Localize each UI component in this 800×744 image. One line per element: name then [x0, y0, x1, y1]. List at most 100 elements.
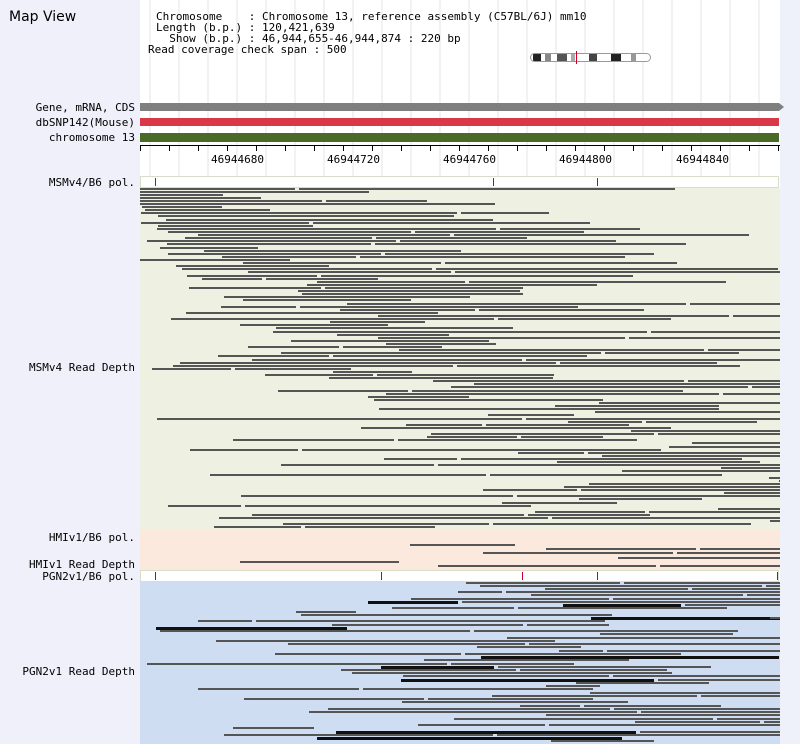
sequence-read — [498, 318, 671, 320]
sequence-read — [635, 721, 760, 723]
sequence-read — [219, 517, 548, 519]
gene-track[interactable] — [140, 103, 779, 111]
sequence-read — [218, 355, 329, 357]
hmi-read-depth-track[interactable] — [140, 544, 780, 570]
sequence-read — [599, 402, 780, 404]
snp-track[interactable] — [140, 118, 779, 126]
sequence-read — [185, 237, 372, 239]
sequence-read — [454, 718, 713, 720]
sequence-read — [202, 278, 262, 280]
sequence-read — [427, 436, 517, 438]
sequence-read — [336, 731, 636, 734]
sequence-read — [266, 278, 378, 280]
msm-pol-track[interactable] — [140, 176, 779, 188]
sequence-read — [481, 656, 779, 659]
sequence-read — [438, 464, 780, 466]
pgn-read-depth-track[interactable] — [140, 582, 780, 744]
sequence-read — [385, 253, 654, 255]
sequence-read — [291, 340, 489, 342]
sequence-read — [241, 495, 513, 497]
msm-read-depth-track[interactable] — [140, 188, 780, 530]
sequence-read — [480, 585, 762, 587]
sequence-read — [166, 219, 493, 221]
sequence-read — [333, 371, 412, 373]
sequence-read — [507, 637, 780, 639]
sequence-read — [493, 523, 751, 525]
chromosome-ideogram[interactable] — [530, 53, 651, 62]
sequence-read — [483, 489, 577, 491]
sequence-read — [546, 714, 780, 716]
sequence-read — [392, 607, 514, 609]
sequence-read — [167, 243, 371, 245]
sequence-read — [224, 296, 470, 298]
sequence-read — [381, 666, 494, 669]
sequence-read — [490, 474, 722, 476]
sequence-read — [770, 714, 780, 716]
gene-track-arrow-icon — [779, 103, 784, 111]
sequence-read — [168, 253, 381, 255]
sequence-read — [368, 601, 458, 604]
sequence-read — [340, 309, 475, 311]
sequence-read — [770, 617, 780, 619]
sequence-read — [551, 740, 654, 742]
sequence-read — [535, 511, 645, 513]
sequence-read — [140, 200, 322, 202]
sequence-read — [140, 194, 223, 196]
sequence-read — [649, 511, 780, 513]
chromosome-line: Chromosome : Chromosome 13, reference as… — [156, 10, 587, 23]
sequence-read — [180, 362, 556, 364]
sequence-read — [368, 396, 469, 398]
sequence-read — [595, 411, 780, 413]
sequence-read — [343, 346, 442, 348]
chromosome-track[interactable] — [140, 133, 779, 142]
sequence-read — [299, 188, 675, 190]
sequence-read — [140, 191, 369, 193]
sequence-read — [288, 643, 525, 645]
msm-depth-label: MSMv4 Read Depth — [29, 361, 135, 374]
sequence-read — [406, 424, 482, 426]
sequence-read — [474, 630, 738, 632]
sequence-read — [321, 275, 633, 277]
sequence-read — [233, 727, 314, 729]
hmi-pol-track[interactable] — [140, 530, 780, 544]
sequence-read — [469, 281, 726, 283]
sequence-read — [309, 711, 637, 713]
sequence-read — [386, 393, 719, 395]
sequence-read — [158, 225, 313, 227]
sequence-read — [386, 343, 496, 345]
sequence-read — [770, 411, 780, 413]
msm-pol-label: MSMv4/B6 pol. — [48, 176, 135, 189]
sequence-read — [518, 607, 727, 609]
sequence-read — [317, 737, 622, 740]
sequence-read — [557, 461, 760, 463]
sequence-read — [402, 701, 628, 703]
sequence-read — [141, 222, 309, 224]
sequence-read — [752, 386, 780, 388]
sequence-read — [766, 585, 780, 587]
ruler-tick-label: 46944680 — [211, 153, 264, 166]
sequence-read — [189, 287, 321, 289]
sequence-read — [605, 352, 739, 354]
sequence-read — [278, 390, 408, 392]
sequence-read — [457, 365, 740, 367]
sequence-read — [502, 502, 617, 504]
pgn-pol-track[interactable] — [140, 570, 779, 582]
sequence-read — [462, 601, 780, 603]
sequence-read — [500, 228, 640, 230]
sequence-read — [240, 324, 388, 326]
sequence-read — [329, 377, 553, 379]
sequence-read — [283, 523, 489, 525]
sequence-read — [641, 711, 780, 713]
pgn-depth-label: PGN2v1 Read Depth — [22, 665, 135, 678]
sequence-read — [379, 408, 719, 410]
sequence-read — [770, 446, 780, 448]
sequence-read — [332, 624, 523, 626]
sequence-read — [256, 620, 605, 622]
sequence-read — [265, 374, 373, 376]
sequence-read — [171, 318, 494, 320]
sequence-read — [721, 467, 780, 469]
sequence-read — [347, 303, 686, 305]
sequence-read — [770, 442, 780, 444]
sequence-read — [352, 672, 672, 674]
sequence-read — [607, 650, 780, 652]
